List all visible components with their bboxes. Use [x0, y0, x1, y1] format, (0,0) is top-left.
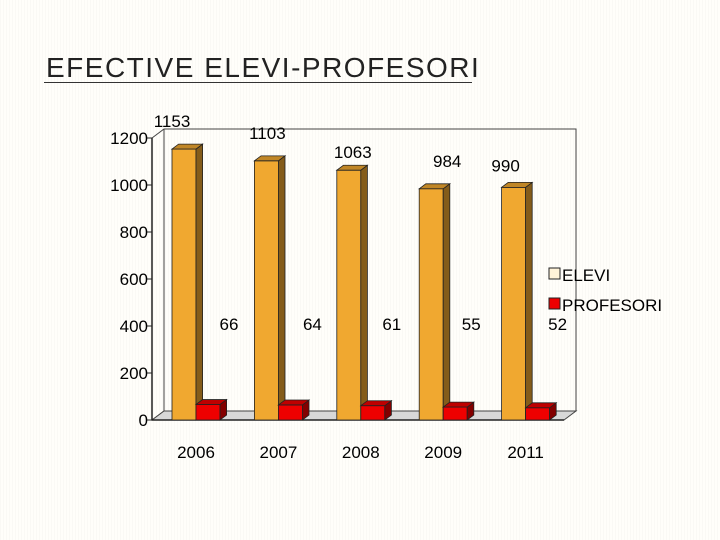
- profesori-bar-top-2009: [442, 401, 475, 408]
- elevi-bar-top-2006: [170, 143, 204, 150]
- elevi-bar-2008: [336, 169, 362, 421]
- profesori-bar-2009: [442, 406, 468, 421]
- profesori-data-label-2009: 55: [462, 315, 481, 334]
- profesori-bar-2007: [277, 404, 303, 421]
- x-category-label: 2007: [259, 443, 297, 462]
- elevi-bar-top-2007: [253, 155, 287, 162]
- elevi-bar-side-2007: [277, 155, 286, 421]
- legend-swatch-profesori: [548, 297, 561, 310]
- y-tick-label: 1000: [110, 176, 148, 195]
- x-category-label: 2008: [342, 443, 380, 462]
- elevi-bar-top-2011: [500, 181, 534, 188]
- elevi-bar-side-2009: [442, 183, 451, 421]
- profesori-bar-2011: [525, 407, 550, 421]
- legend-label-profesori: PROFESORI: [562, 296, 662, 315]
- legend-label-elevi: ELEVI: [562, 266, 610, 285]
- elevi-bar-side-2006: [195, 143, 204, 421]
- x-category-label: 2011: [507, 443, 544, 462]
- profesori-data-label-2011: 52: [548, 315, 567, 334]
- title-underline: [44, 82, 472, 83]
- profesori-data-label-2007: 64: [303, 315, 322, 334]
- elevi-bar-top-2008: [335, 164, 369, 171]
- y-tick-label: 400: [120, 317, 148, 336]
- profesori-bar-top-2011: [524, 402, 558, 409]
- elevi-data-label-2009: 984: [433, 152, 461, 171]
- elevi-data-label-2007: 1103: [249, 124, 286, 143]
- profesori-data-label-2006: 66: [220, 315, 239, 334]
- profesori-bar-top-2006: [194, 399, 228, 405]
- profesori-bar-top-2008: [359, 400, 393, 407]
- elevi-bar-2011: [501, 186, 527, 421]
- elevi-bar-top-2009: [418, 183, 451, 190]
- elevi-bar-2007: [253, 160, 279, 421]
- y-tick-label: 600: [120, 270, 148, 289]
- profesori-bar-2008: [360, 405, 386, 421]
- elevi-data-label-2011: 990: [491, 156, 519, 175]
- y-tick-label: 200: [120, 364, 148, 383]
- x-category-label: 2006: [177, 443, 215, 462]
- elevi-bar-side-2011: [525, 181, 533, 421]
- y-tick-label: 0: [139, 411, 148, 430]
- y-tick-label: 1200: [110, 129, 148, 148]
- elevi-bar-2009: [418, 188, 444, 421]
- legend-swatch-elevi: [548, 267, 561, 280]
- elevi-data-label-2008: 1063: [334, 143, 372, 162]
- elevi-data-label-2006: 1153: [154, 112, 191, 131]
- x-category-label: 2009: [424, 443, 462, 462]
- profesori-data-label-2008: 61: [382, 315, 401, 334]
- profesori-bar-2006: [195, 404, 221, 421]
- elevi-bar-2006: [171, 148, 197, 421]
- y-tick-label: 800: [120, 223, 148, 242]
- slide-title: EFECTIVE ELEVI-PROFESORI: [46, 52, 481, 83]
- elevi-bar-side-2008: [360, 164, 368, 421]
- profesori-bar-top-2007: [277, 399, 311, 406]
